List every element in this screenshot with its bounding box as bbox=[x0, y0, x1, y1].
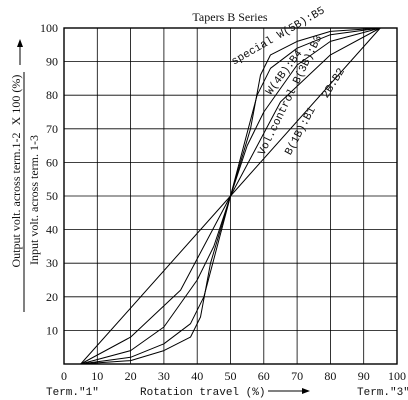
x-tick-label: 90 bbox=[358, 369, 370, 383]
y-label-numerator: Output volt. across term.1-2 bbox=[9, 133, 23, 268]
x-tick-labels: 0 10 20 30 40 50 60 70 80 90 100 bbox=[61, 369, 406, 383]
y-tick-label: 50 bbox=[46, 189, 58, 203]
taper-curves bbox=[80, 27, 381, 365]
x-tick-label: 100 bbox=[388, 369, 406, 383]
y-label-denominator: Input volt. across term. 1-3 bbox=[27, 135, 41, 265]
y-tick-label: 40 bbox=[46, 223, 58, 237]
x-tick-label: 0 bbox=[61, 369, 67, 383]
y-tick-labels: 10 20 30 40 50 60 70 80 90 100 bbox=[40, 21, 58, 337]
x-tick-label: 30 bbox=[158, 369, 170, 383]
y-tick-label: 100 bbox=[40, 21, 58, 35]
x-axis-arrowhead bbox=[302, 388, 310, 394]
y-tick-label: 20 bbox=[46, 290, 58, 304]
y-axis-label: Output volt. across term.1-2 Input volt.… bbox=[9, 72, 41, 312]
curve-line-5 bbox=[80, 27, 381, 365]
y-axis-factor: X 100 (%) bbox=[9, 75, 23, 126]
y-label-factor: X 100 (%) bbox=[9, 75, 23, 126]
plot-frame bbox=[63, 27, 398, 365]
y-tick-label: 80 bbox=[46, 88, 58, 102]
x-tick-label: 70 bbox=[291, 369, 303, 383]
chart-title: Tapers B Series bbox=[192, 10, 267, 24]
x-tick-label: 40 bbox=[191, 369, 203, 383]
terminal-1-label: Term."1" bbox=[46, 387, 99, 399]
y-tick-label: 60 bbox=[46, 155, 58, 169]
x-tick-label: 50 bbox=[225, 369, 237, 383]
y-tick-label: 30 bbox=[46, 256, 58, 270]
x-tick-label: 20 bbox=[125, 369, 137, 383]
x-axis-label: Rotation travel (%) bbox=[140, 387, 265, 399]
x-tick-label: 10 bbox=[91, 369, 103, 383]
x-tick-label: 60 bbox=[258, 369, 270, 383]
y-tick-label: 90 bbox=[46, 55, 58, 69]
y-tick-label: 70 bbox=[46, 122, 58, 136]
y-axis-arrowhead bbox=[17, 39, 23, 47]
y-tick-label: 10 bbox=[46, 323, 58, 337]
terminal-3-label: Term."3" bbox=[357, 387, 408, 399]
x-tick-label: 80 bbox=[324, 369, 336, 383]
